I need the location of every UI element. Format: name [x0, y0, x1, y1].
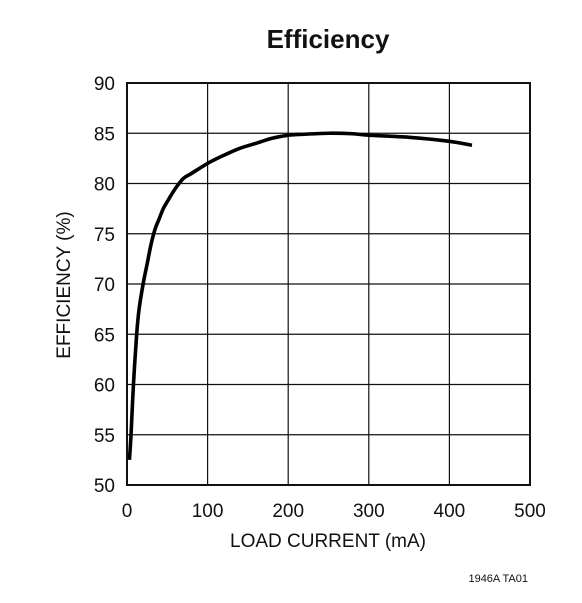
y-axis-label: EFFICIENCY (%)	[54, 211, 75, 358]
y-tick-label: 85	[94, 124, 115, 145]
x-tick-label: 100	[192, 501, 224, 522]
plot-frame	[126, 82, 531, 486]
y-tick-label: 55	[94, 426, 115, 447]
x-tick-label: 500	[514, 501, 546, 522]
chart-title: Efficiency	[267, 24, 390, 54]
y-tick-label: 75	[94, 225, 115, 246]
x-tick-label: 200	[272, 501, 304, 522]
y-tick-label: 60	[94, 376, 115, 397]
figure-code: 1946A TA01	[468, 573, 528, 585]
grid-layer	[127, 83, 530, 485]
y-tick-label: 90	[94, 74, 115, 95]
y-tick-label: 70	[94, 275, 115, 296]
x-axis-label: LOAD CURRENT (mA)	[230, 531, 426, 552]
y-tick-label: 80	[94, 175, 115, 196]
tick-labels: 0 100 200 300 400 500 50 55 60 65 70 75 80 85 90	[94, 74, 546, 522]
x-tick-label: 400	[434, 501, 466, 522]
x-tick-label: 300	[353, 501, 385, 522]
y-tick-label: 65	[94, 325, 115, 346]
efficiency-curve	[127, 131, 473, 460]
y-tick-label: 50	[94, 476, 115, 497]
x-tick-label: 0	[122, 501, 133, 522]
series-layer	[127, 131, 473, 460]
